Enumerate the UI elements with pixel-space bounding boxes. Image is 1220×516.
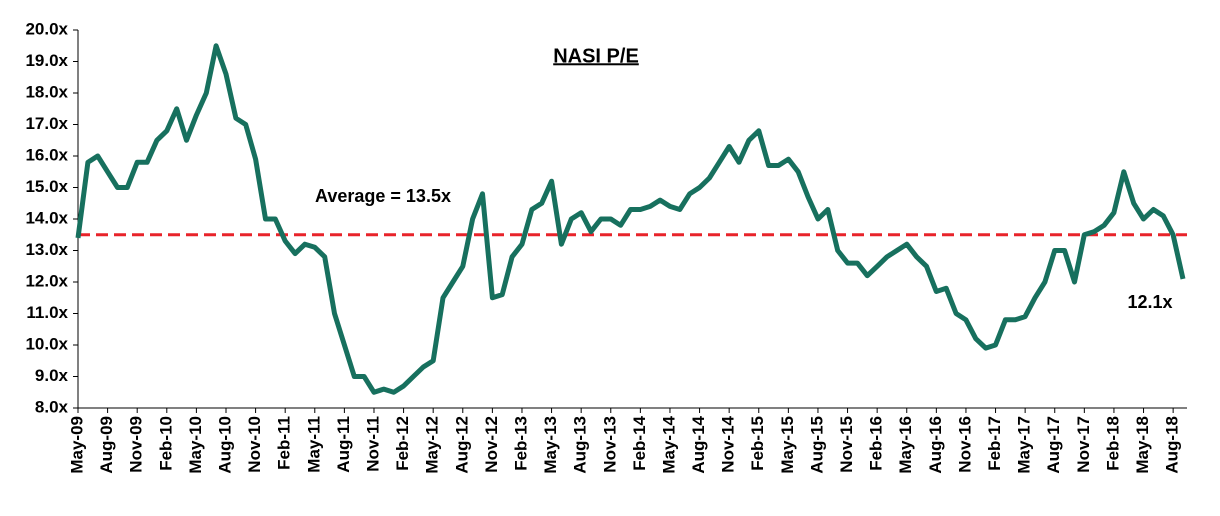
x-tick-label: Aug-18 (1163, 416, 1182, 474)
x-tick-label: Nov-13 (600, 416, 619, 473)
x-tick-label: Feb-16 (867, 416, 886, 471)
last-value-label: 12.1x (1127, 292, 1172, 312)
y-tick-label: 16.0x (25, 145, 68, 164)
y-tick-label: 19.0x (25, 51, 68, 70)
x-tick-label: Aug-15 (807, 416, 826, 474)
x-tick-label: Feb-18 (1103, 416, 1122, 471)
x-tick-label: Aug-17 (1044, 416, 1063, 474)
y-tick-label: 12.0x (25, 271, 68, 290)
y-tick-label: 13.0x (25, 240, 68, 259)
x-tick-label: Aug-09 (97, 416, 116, 474)
x-tick-label: Nov-11 (363, 416, 382, 472)
x-tick-label: May-09 (67, 416, 86, 474)
y-tick-label: 11.0x (26, 303, 68, 322)
x-tick-label: Aug-12 (452, 416, 471, 474)
x-tick-label: Nov-16 (955, 416, 974, 473)
x-tick-label: Feb-12 (393, 416, 412, 471)
y-tick-label: 20.0x (25, 19, 68, 38)
x-tick-label: Aug-10 (215, 416, 234, 474)
x-tick-label: Aug-11 (334, 416, 353, 473)
x-tick-label: May-14 (659, 415, 678, 473)
x-tick-label: Feb-15 (748, 416, 767, 471)
y-tick-label: 10.0x (25, 334, 68, 353)
x-tick-label: Aug-14 (689, 415, 708, 473)
x-tick-label: May-11 (304, 416, 323, 473)
y-tick-label: 9.0x (35, 366, 69, 385)
x-tick-label: Aug-13 (571, 416, 590, 474)
x-tick-label: Nov-12 (482, 416, 501, 473)
y-tick-label: 17.0x (25, 114, 68, 133)
x-tick-label: Nov-10 (245, 416, 264, 473)
x-tick-label: May-15 (778, 416, 797, 474)
x-tick-label: Feb-11 (275, 416, 294, 470)
y-tick-label: 14.0x (25, 208, 68, 227)
x-tick-label: May-18 (1133, 416, 1152, 474)
average-label: Average = 13.5x (315, 186, 451, 206)
x-tick-label: Nov-14 (719, 415, 738, 472)
x-tick-label: Nov-17 (1074, 416, 1093, 473)
x-tick-label: May-13 (541, 416, 560, 474)
x-tick-label: Nov-15 (837, 416, 856, 473)
y-tick-label: 8.0x (35, 397, 69, 416)
x-tick-label: Feb-10 (156, 416, 175, 471)
x-tick-label: Aug-16 (926, 416, 945, 474)
x-tick-label: May-12 (423, 416, 442, 474)
chart-title: NASI P/E (553, 45, 639, 67)
x-tick-label: Feb-14 (630, 415, 649, 470)
x-tick-label: May-17 (1015, 416, 1034, 474)
x-tick-label: Nov-09 (127, 416, 146, 473)
line-series (75, 43, 1186, 395)
x-tick-label: May-16 (896, 416, 915, 474)
x-tick-label: Feb-13 (511, 416, 530, 471)
y-tick-label: 15.0x (25, 177, 68, 196)
x-tick-label: May-10 (186, 416, 205, 474)
x-tick-label: Feb-17 (985, 416, 1004, 471)
y-tick-label: 18.0x (25, 82, 68, 101)
